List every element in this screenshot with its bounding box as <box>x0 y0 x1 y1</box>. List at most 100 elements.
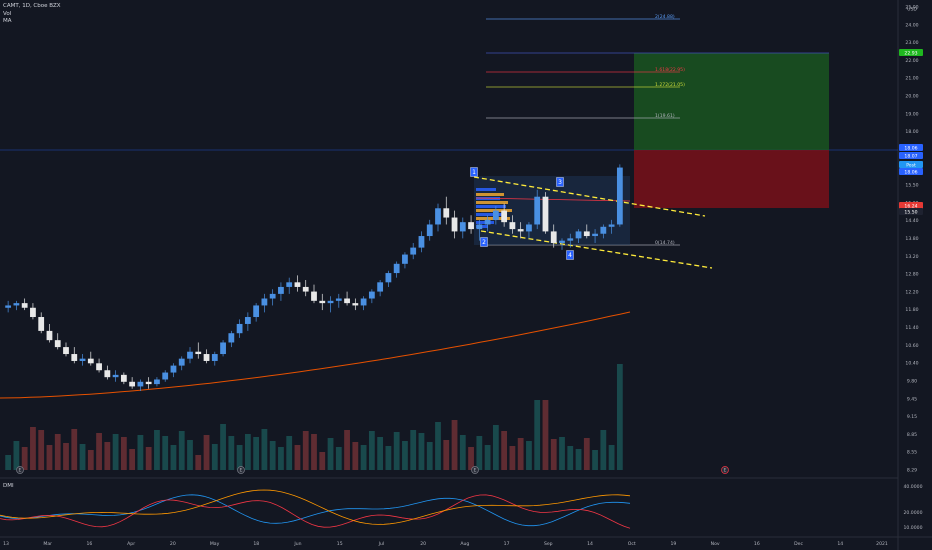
candle-body <box>154 379 160 385</box>
wave-point-box <box>480 237 488 247</box>
price-axis-label: 24.00 <box>905 22 918 28</box>
candle-body <box>393 263 400 274</box>
candle-body <box>203 354 210 361</box>
candle-body <box>286 282 293 287</box>
time-axis-label: 18 <box>253 541 259 547</box>
earnings-event-marker: E <box>16 466 24 474</box>
time-axis-label: 16 <box>86 541 92 547</box>
volume-bar <box>542 400 549 470</box>
volume-bar <box>534 400 541 470</box>
candle-body <box>253 305 260 318</box>
price-axis-label: 8.85 <box>907 432 917 438</box>
volume-bar <box>501 431 508 470</box>
volume-bar <box>451 420 458 470</box>
candle-body <box>187 351 193 359</box>
volume-bar <box>112 434 119 470</box>
candle-body <box>269 293 276 299</box>
candle-body <box>385 273 392 283</box>
ma-indicator-label[interactable]: MA <box>3 18 12 25</box>
price-tag-text: 22.93 <box>904 50 917 56</box>
volume-bar <box>286 436 293 470</box>
volume-bar <box>145 447 152 470</box>
price-axis-label: 22.00 <box>905 58 918 64</box>
candle-body <box>162 372 169 380</box>
candle-body <box>46 330 53 341</box>
candle-body <box>5 305 12 308</box>
candle-body <box>261 298 268 306</box>
candle-body <box>30 307 36 318</box>
candle-body <box>484 219 491 225</box>
wave-point-text: 2 <box>482 239 486 246</box>
wave-point-label: 3 <box>556 177 564 187</box>
volume-bar <box>211 444 218 470</box>
event-letter: E <box>474 468 477 474</box>
volume-bar <box>5 455 12 470</box>
time-axis-label: 13 <box>3 541 9 547</box>
price-tag-bg <box>899 168 923 175</box>
wave-point-label: 2 <box>480 237 488 247</box>
candle-body <box>616 167 623 225</box>
volume-bar <box>104 442 111 470</box>
volume-bar <box>30 427 36 470</box>
candle-body <box>517 229 524 232</box>
price-axis-label: 8.29 <box>907 468 917 474</box>
candle-body <box>335 298 342 301</box>
volume-bar <box>344 430 350 470</box>
fib-level-label: 0(14.74) <box>655 240 675 246</box>
volume-bar <box>269 441 276 470</box>
candle-body <box>170 365 177 373</box>
price-tag-text: 15.50 <box>904 209 917 215</box>
fib-level-label: 1(19.61) <box>655 113 675 119</box>
candle-body <box>368 291 375 299</box>
dmi-indicator-label[interactable]: DMI <box>3 483 14 489</box>
volume-bar <box>476 436 483 470</box>
candle-body <box>112 374 119 378</box>
volume-bar <box>162 436 169 470</box>
candle-body <box>559 240 565 243</box>
candle-body <box>410 247 417 255</box>
volume-bar <box>600 430 607 470</box>
price-axis-label: 9.15 <box>907 414 917 420</box>
candle-body <box>377 282 384 292</box>
volume-bar <box>187 440 193 470</box>
volume-bar <box>327 438 334 470</box>
volume-bar <box>484 445 491 470</box>
volume-bar <box>335 447 342 470</box>
volume-bar <box>278 447 284 470</box>
volume-bar <box>195 455 202 470</box>
volume-bar <box>426 442 433 470</box>
price-axis-label: 20.00 <box>905 94 918 100</box>
price-axis-label: 25.00 <box>905 5 918 11</box>
event-letter: E <box>19 468 22 474</box>
price-tag-bg <box>899 161 923 168</box>
volume-bar <box>559 437 565 470</box>
symbol-title[interactable]: CAMT, 1D, Cboe BZX <box>3 3 61 9</box>
price-axis-label: 10.60 <box>905 343 918 349</box>
volume-bar <box>492 425 499 470</box>
price-axis-label: 23.00 <box>905 40 918 46</box>
event-circle <box>721 466 729 474</box>
volume-bar <box>509 446 516 470</box>
candle-body <box>54 340 61 348</box>
volume-bar <box>550 439 557 470</box>
stop-loss-zone <box>634 150 829 208</box>
candle-body <box>96 363 102 371</box>
time-axis-label: 20 <box>420 541 426 547</box>
volume-indicator-label[interactable]: Vol <box>3 10 12 17</box>
candle-body <box>120 374 127 382</box>
candle-body <box>402 254 408 264</box>
volume-bar <box>154 430 160 470</box>
volume-bar <box>435 422 441 470</box>
candle-body <box>344 298 350 304</box>
candle-body <box>145 381 152 385</box>
earnings-event-marker: E <box>237 466 245 474</box>
candle-body <box>129 381 136 387</box>
price-axis-label: 13.80 <box>905 236 918 242</box>
event-circle <box>471 466 479 474</box>
candle-body <box>228 333 235 343</box>
volume-profile-bar <box>476 205 506 208</box>
candle-body <box>509 222 516 230</box>
candle-body <box>360 298 367 306</box>
